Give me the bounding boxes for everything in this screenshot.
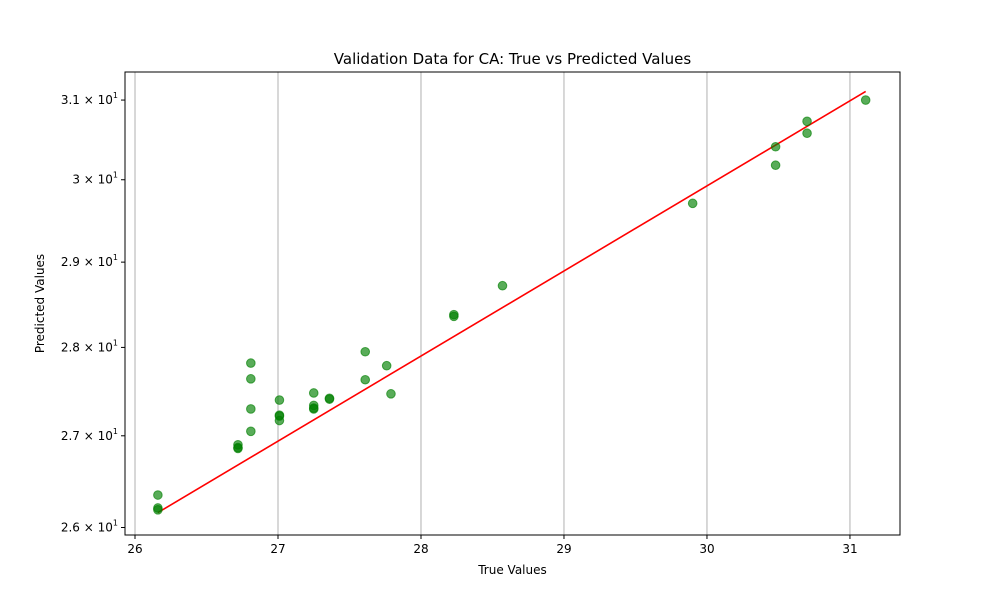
data-point xyxy=(802,128,812,139)
data-point xyxy=(274,415,285,426)
y-axis-label: Predicted Values xyxy=(33,254,47,353)
reference-line xyxy=(157,90,867,514)
grid-lines xyxy=(134,72,851,535)
y-tick-label: 2.6 × 101 xyxy=(61,519,118,535)
x-tick-label: 29 xyxy=(556,542,571,556)
data-point xyxy=(233,443,243,454)
data-point xyxy=(246,374,256,384)
data-point xyxy=(324,394,335,404)
x-axis-label: True Values xyxy=(477,563,547,577)
x-tick-label: 26 xyxy=(127,542,142,556)
y-tick-exponent: 1 xyxy=(113,519,118,528)
y-tick-label: 2.9 × 101 xyxy=(61,253,118,269)
plot-frame xyxy=(124,71,901,536)
x-tick-label: 28 xyxy=(413,542,428,556)
data-point xyxy=(153,505,163,515)
data-point xyxy=(360,374,371,385)
data-point xyxy=(274,395,285,405)
y-tick-label: 2.8 × 101 xyxy=(61,338,118,354)
x-tick-label: 31 xyxy=(842,542,857,556)
y-tick-mantissa: 2.8 × 10 xyxy=(61,340,113,354)
data-points xyxy=(153,95,871,515)
data-point xyxy=(497,280,508,291)
chart-title: Validation Data for CA: True vs Predicte… xyxy=(334,50,692,68)
data-point xyxy=(246,404,256,414)
data-point xyxy=(360,346,371,357)
data-point xyxy=(153,490,163,500)
data-point xyxy=(449,311,459,322)
data-point xyxy=(770,160,781,171)
y-tick-label: 3.1 × 101 xyxy=(61,91,118,107)
data-point xyxy=(687,198,698,209)
y-tick-exponent: 1 xyxy=(113,427,118,436)
data-point xyxy=(246,358,256,368)
y-tick-mantissa: 3 × 10 xyxy=(72,173,113,187)
y-tick-exponent: 1 xyxy=(113,171,118,180)
y-tick-exponent: 1 xyxy=(113,91,118,100)
x-axis-ticks: 26 27 28 29 30 31 xyxy=(127,535,858,556)
data-point xyxy=(386,389,396,399)
data-point xyxy=(246,426,256,437)
data-point xyxy=(860,95,871,105)
y-tick-exponent: 1 xyxy=(113,253,118,262)
y-tick-mantissa: 2.6 × 10 xyxy=(61,521,113,535)
x-tick-label: 27 xyxy=(270,542,285,556)
data-point xyxy=(381,360,392,371)
data-point xyxy=(308,404,319,414)
y-tick-exponent: 1 xyxy=(113,338,118,347)
data-point xyxy=(802,116,812,127)
y-tick-mantissa: 2.9 × 10 xyxy=(61,255,113,269)
y-tick-mantissa: 2.7 × 10 xyxy=(61,429,113,443)
y-tick-label: 3 × 101 xyxy=(72,171,118,187)
data-point xyxy=(308,388,319,398)
y-tick-label: 2.7 × 101 xyxy=(61,427,118,443)
reference-line-layer xyxy=(157,90,867,514)
y-tick-mantissa: 3.1 × 10 xyxy=(61,93,113,107)
data-point xyxy=(770,141,781,152)
x-tick-label: 30 xyxy=(699,542,714,556)
